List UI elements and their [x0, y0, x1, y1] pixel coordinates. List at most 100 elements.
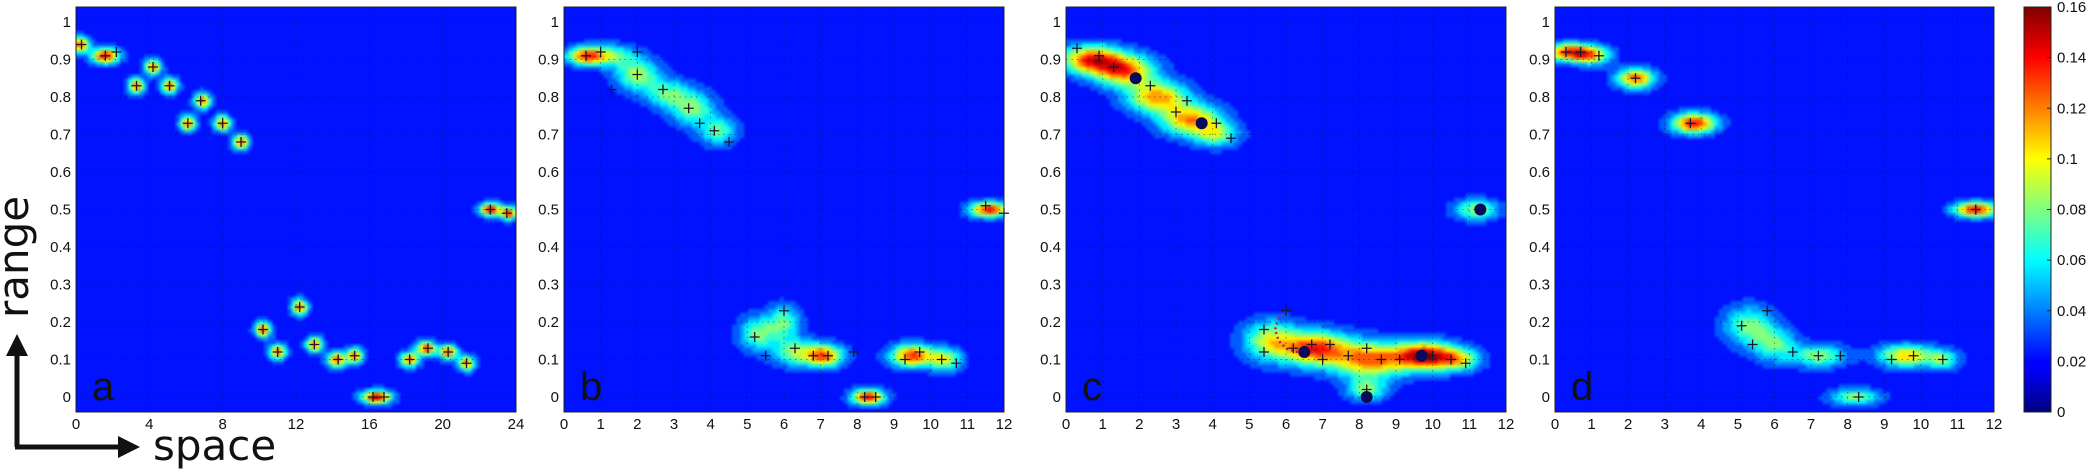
x-tick-label: 9 [890, 416, 898, 433]
y-tick-label: 0.2 [1529, 314, 1550, 331]
x-tick-label: 2 [1624, 416, 1632, 433]
y-tick-label: 0.8 [50, 89, 71, 106]
y-tick-label: 0.7 [50, 127, 71, 144]
cross-marker [404, 354, 415, 365]
cross-marker [900, 354, 910, 365]
cross-marker [790, 343, 800, 354]
cross-marker [951, 358, 962, 369]
cross-marker [461, 358, 472, 369]
cross-marker [1427, 350, 1438, 361]
cross-marker [808, 350, 819, 361]
y-tick-label: 0.3 [538, 277, 559, 294]
x-tick-label: 5 [1245, 416, 1253, 433]
cross-marker [823, 350, 833, 361]
x-tick-label: 10 [922, 416, 939, 433]
y-tick-label: 0 [63, 389, 71, 406]
cross-marker [1306, 339, 1317, 350]
cross-marker [368, 392, 378, 402]
x-tick-label: 11 [960, 416, 976, 433]
range-axis-word: range [0, 196, 38, 318]
x-tick-label: 10 [1424, 416, 1441, 433]
cross-marker [443, 347, 454, 357]
cross-marker [859, 392, 870, 402]
cross-marker [980, 200, 991, 211]
x-tick-label: 16 [361, 416, 378, 433]
cross-marker [1747, 339, 1758, 350]
x-tick-label: 6 [1282, 416, 1290, 433]
y-tick-label: 0.4 [50, 239, 71, 256]
colorbar-tick-label: 0.16 [2057, 0, 2086, 16]
x-tick-label: 8 [1355, 416, 1363, 433]
panel-label-d: d [1571, 365, 1593, 409]
y-tick-label: 0.6 [1040, 164, 1061, 181]
y-tick-label: 1 [1053, 14, 1061, 31]
cross-marker [236, 137, 246, 147]
y-tick-label: 0.2 [50, 314, 71, 331]
y-tick-label: 0.5 [1529, 202, 1550, 219]
cross-marker [1685, 118, 1696, 129]
cross-marker [709, 125, 720, 136]
grid-a [76, 7, 516, 412]
y-tick-label: 0.3 [1529, 277, 1550, 294]
cross-marker [1630, 73, 1641, 84]
x-tick-label: 12 [1498, 416, 1515, 433]
x-tick-label: 1 [1098, 416, 1106, 433]
cross-marker [1072, 43, 1082, 54]
cross-marker [148, 62, 158, 72]
x-tick-label: 12 [1986, 416, 2003, 433]
y-tick-label: 0.8 [538, 89, 559, 106]
cross-marker [423, 343, 433, 354]
y-tick-label: 0.1 [1529, 352, 1550, 369]
y-tick-label: 0.3 [1040, 277, 1061, 294]
cross-marker [749, 332, 760, 342]
colorbar-gradient [2023, 6, 2052, 413]
cross-marker [724, 137, 734, 147]
colorbar-tick-label: 0.04 [2057, 303, 2086, 320]
cross-marker [294, 302, 305, 312]
cross-marker [1361, 343, 1372, 354]
cross-marker [606, 84, 617, 95]
cross-marker [1394, 354, 1405, 365]
cross-marker [1259, 347, 1269, 357]
cross-marker [1325, 339, 1335, 350]
cross-marker [1281, 305, 1291, 316]
cross-marker [195, 95, 206, 106]
cross-marker [1813, 350, 1824, 361]
grid-d [1555, 7, 1994, 412]
y-tick-label: 0.5 [538, 202, 559, 219]
y-tick-label: 0.2 [1040, 314, 1061, 331]
y-tick-label: 0.5 [1040, 202, 1061, 219]
cross-marker [632, 69, 643, 80]
x-tick-label: 0 [1551, 416, 1559, 433]
cross-marker [1171, 107, 1181, 117]
y-tick-label: 0.1 [1040, 352, 1061, 369]
dot-marker [1195, 117, 1208, 130]
x-tick-label: 1 [596, 416, 604, 433]
x-tick-label: 6 [1770, 416, 1778, 433]
panels-layer: 0 4 8 12 16 20 2400.10.20.30.40.50.60.70.80.91… [50, 6, 2003, 433]
x-tick-label: 7 [1807, 416, 1815, 433]
x-tick-label: 9 [1880, 416, 1888, 433]
cross-marker [217, 118, 228, 129]
cross-marker [1259, 324, 1269, 335]
y-tick-label: 0.4 [1529, 239, 1550, 256]
cross-marker [914, 347, 925, 357]
x-tick-label: 0 [1062, 416, 1070, 433]
panel-c: 0 1 2 3 4 5 6 7 8 9 10 11 1200.10.20.30.40.50.60.70.… [1040, 6, 1515, 433]
x-tick-label: 7 [816, 416, 824, 433]
y-tick-label: 0 [551, 389, 559, 406]
y-tick-label: 0.5 [50, 202, 71, 219]
cross-marker [1288, 343, 1299, 354]
cross-marker [1226, 133, 1236, 144]
cross-marker [870, 392, 881, 402]
y-tick-label: 0.1 [50, 352, 71, 369]
cross-marker [632, 47, 643, 57]
cross-marker [848, 347, 859, 357]
panel-b: 0 1 2 3 4 5 6 7 8 9 10 11 1200.10.20.30.40.50.60.70.… [538, 6, 1012, 433]
cross-marker [1446, 354, 1456, 365]
x-tick-label: 11 [1950, 416, 1966, 433]
panel-d: 0 1 2 3 4 5 6 7 8 9 10 11 1200.10.20.30.40.50.60.70.… [1529, 6, 2003, 433]
cross-marker [1593, 50, 1604, 61]
y-tick-label: 0.4 [538, 239, 559, 256]
cross-marker [1853, 392, 1864, 402]
